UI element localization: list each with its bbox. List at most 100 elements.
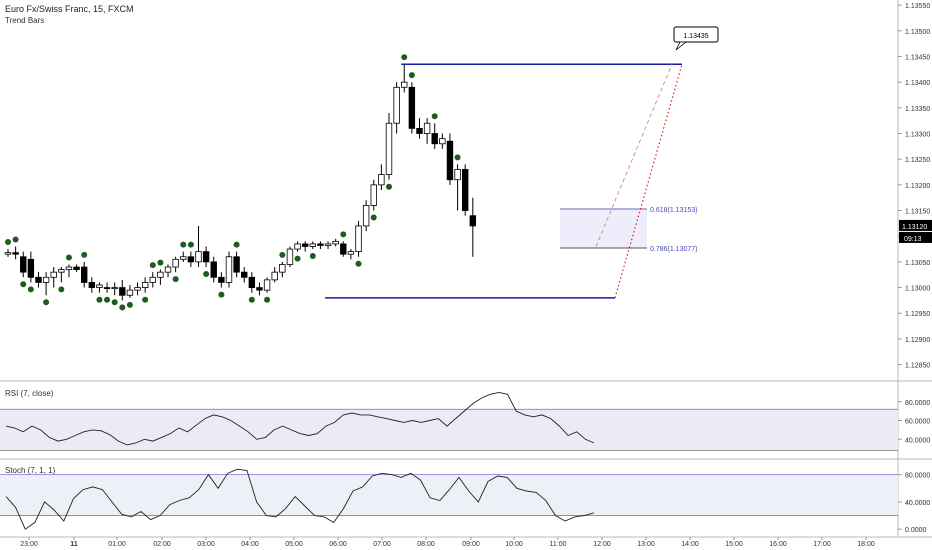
trend-dot [355,260,362,267]
trend-dot [233,241,240,248]
trend-dot [248,296,255,303]
candle-body [286,248,294,265]
candle-body [195,251,202,263]
candle-body [362,205,370,227]
candle-body [210,261,217,278]
projection-red-dotted [614,64,683,299]
time-tick-label: 02:00 [153,541,171,548]
price-tick-label: 1.13550 [905,3,930,10]
candle-body [408,86,416,129]
trend-dot [370,214,377,221]
candle-body [96,284,103,288]
time-tick-label: 09:00 [462,541,480,548]
trend-dot [431,113,438,120]
candle-body [439,138,446,145]
candle-body [81,266,88,283]
price-tick-label: 1.13050 [905,260,930,267]
candle-body [378,174,385,186]
candle-body [35,276,42,283]
candle-body [469,215,477,227]
trend-dot [126,301,133,308]
candle-body [233,256,240,273]
candle-body [301,243,309,247]
candle-body [431,133,438,145]
candle-body [134,287,141,291]
candle-body [42,276,50,283]
trend-dot [309,253,316,260]
fib-618-label: 0.618(1.13153) [650,207,697,214]
price-tick-label: 1.13450 [905,54,930,61]
time-tick-label: 14:00 [681,541,699,548]
stoch-tick-label: 80.0000 [905,473,930,480]
trend-dot [119,304,126,311]
trend-dot [187,241,194,248]
candle-body [393,86,400,124]
rsi-band [0,409,898,451]
candle-body [141,282,149,288]
countdown-value: 09:13 [904,236,922,243]
candle-body [58,269,65,273]
candle-body [355,225,362,253]
stoch-tick-label: 40.0000 [905,500,930,507]
price-tick-label: 1.13200 [905,183,930,190]
trend-dot [142,296,149,303]
candle-body [454,169,461,181]
study-label: Trend Bars [5,16,45,25]
fib-zone [560,209,647,249]
candle-body [241,271,248,278]
time-tick-label: 16:00 [769,541,787,548]
last-price-tag [899,219,932,231]
time-tick-label: 18:00 [857,541,875,548]
trend-dot [111,299,118,306]
candle-body [385,122,393,175]
time-tick-label: 06:00 [329,541,347,548]
last-price-value: 1.13120 [902,224,927,231]
candle-body [172,258,179,268]
price-tick-label: 1.13400 [905,80,930,87]
candle-body [294,243,301,250]
time-tick-label: 11 [70,541,78,548]
candle-body [225,256,233,283]
candle-body [446,140,454,181]
candle-body [187,256,195,263]
time-tick-label: 15:00 [725,541,743,548]
candle-body [119,287,126,296]
time-tick-label: 05:00 [285,541,303,548]
trend-dot [386,183,392,190]
candle-body [263,279,271,291]
candle-body [256,287,263,291]
price-tick-label: 1.13300 [905,132,930,139]
trend-dot [279,251,286,258]
fib-786-label: 0.786(1.13077) [650,246,697,253]
price-callout: 1.13435 [673,26,719,51]
rsi-tick-label: 80.0000 [905,400,930,407]
candle-body [271,271,278,281]
price-tick-label: 1.12950 [905,311,930,318]
candle-body [202,251,210,263]
trend-dot [218,291,225,298]
rsi-line [5,391,595,446]
candle-body [317,243,324,246]
trend-dot [12,236,19,243]
time-tick-label: 10:00 [505,541,523,548]
candle-body [218,276,225,283]
candle-body [401,81,408,88]
candle-body [88,282,96,288]
time-tick-label: 03:00 [197,541,215,548]
candle-body [12,252,19,255]
trend-dot [340,231,347,238]
candle-body [461,169,469,211]
candle-body [416,127,423,134]
trend-dot [81,251,88,258]
candle-body [324,243,332,246]
candle-body [370,184,377,206]
trend-dot [264,296,271,303]
price-tick-label: 1.12850 [905,363,930,370]
time-tick-label: 08:00 [417,541,435,548]
trend-dot [5,239,11,246]
price-tick-label: 1.13000 [905,286,930,293]
stoch-band [0,474,898,516]
projection-dashed [595,64,673,247]
